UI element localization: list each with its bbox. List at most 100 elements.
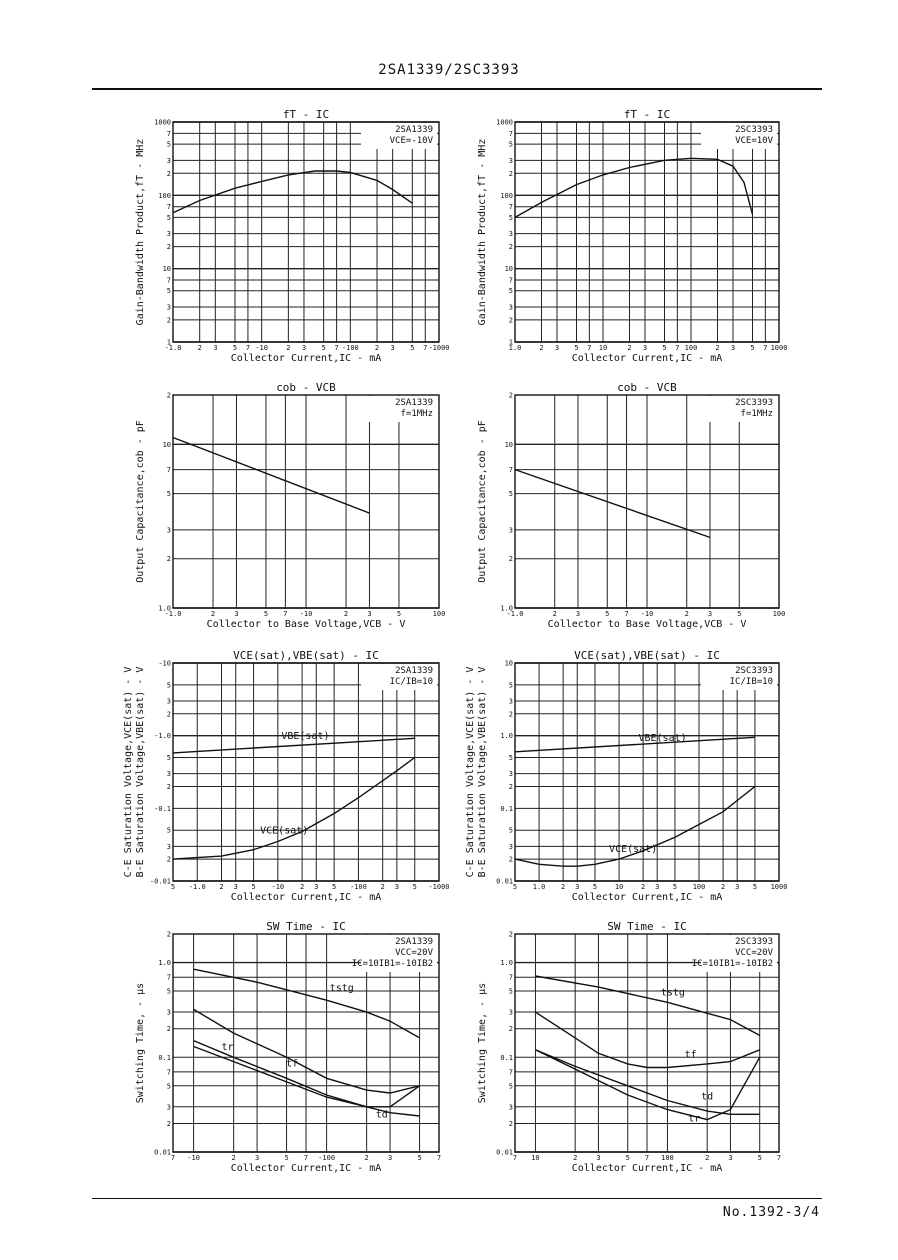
y-tick-label: 7 xyxy=(167,466,171,474)
y-tick-label: 7 xyxy=(509,130,513,138)
curve-label: tr xyxy=(688,1113,700,1124)
x-tick-label: 7 xyxy=(763,344,767,352)
x-tick-label: 3 xyxy=(735,883,739,891)
plot-frame xyxy=(172,662,440,882)
series-line xyxy=(172,436,370,514)
x-tick-label: 2 xyxy=(365,1154,369,1162)
x-tick-label: 3 xyxy=(388,1154,392,1162)
x-tick-label: 3 xyxy=(391,344,395,352)
x-tick-label: 7 xyxy=(645,1154,649,1162)
y-tick-label: -1.0 xyxy=(154,732,171,740)
chart-title: fT - IC xyxy=(624,108,670,121)
y-tick-label: 7 xyxy=(167,203,171,211)
x-tick-label: 3 xyxy=(655,883,659,891)
y-tick-label: 2 xyxy=(509,392,513,400)
y-tick-label: 2 xyxy=(509,931,513,939)
x-tick-label: 2 xyxy=(685,610,689,618)
condition-note: 2SA1339 xyxy=(395,937,433,947)
series-line xyxy=(535,1049,760,1115)
x-tick-label: 1000 xyxy=(771,344,788,352)
y-tick-label: 2 xyxy=(167,316,171,324)
y-tick-label: 5 xyxy=(167,214,171,222)
y-tick-label: 5 xyxy=(167,1082,171,1090)
x-tick-label: 2 xyxy=(641,883,645,891)
x-tick-label: 3 xyxy=(234,610,238,618)
x-tick-label: -10 xyxy=(187,1154,200,1162)
series-line xyxy=(535,1011,760,1069)
x-tick-label: 100 xyxy=(685,344,698,352)
y-tick-label: 0.1 xyxy=(500,805,513,813)
y-tick-label: 3 xyxy=(167,230,171,238)
curve-label: tstg xyxy=(330,983,354,994)
condition-note: IC/IB=10 xyxy=(390,677,433,687)
x-tick-label: 3 xyxy=(731,344,735,352)
x-tick-label: -100 xyxy=(342,344,359,352)
x-tick-label: 7 xyxy=(304,1154,308,1162)
series-line xyxy=(514,468,711,539)
curve-label: VBE(sat) xyxy=(638,733,686,744)
x-tick-label: 3 xyxy=(314,883,318,891)
x-tick-label: 2 xyxy=(219,883,223,891)
y-tick-label: 2 xyxy=(509,170,513,178)
condition-note: VCE=10V xyxy=(735,136,774,146)
y-tick-label: 1.0 xyxy=(158,605,171,613)
curve-label: tf xyxy=(286,1058,298,1069)
x-tick-label: 3 xyxy=(213,344,217,352)
x-tick-label: 5 xyxy=(233,344,237,352)
x-tick-label: 2 xyxy=(705,1154,709,1162)
x-tick-label: -100 xyxy=(350,883,367,891)
y-tick-label: -0.1 xyxy=(154,805,171,813)
chart-panel-2: 1.0 2 3 5 7 10 2 3 5 7 100 2 3 5 7 1000 1 2 3 5 7 10 2 3 5 7 100 2 3… xyxy=(477,108,787,364)
y-tick-label: 2 xyxy=(167,931,171,939)
x-tick-label: -100 xyxy=(318,1154,335,1162)
condition-note: 2SC3393 xyxy=(735,125,773,135)
y-tick-label: 10 xyxy=(505,265,513,273)
note-box xyxy=(701,123,777,149)
y-tick-label: 5 xyxy=(509,490,513,498)
condition-note: 2SC3393 xyxy=(735,398,773,408)
x-tick-label: -1.0 xyxy=(165,610,182,618)
x-tick-label: 7 xyxy=(777,1154,781,1162)
x-tick-label: 3 xyxy=(555,344,559,352)
y-tick-label: 1.0 xyxy=(500,605,513,613)
y-tick-label: 0.01 xyxy=(496,1149,513,1157)
y-tick-label: 7 xyxy=(509,466,513,474)
y-tick-label: 2 xyxy=(509,856,513,864)
condition-note: IC/IB=10 xyxy=(730,677,773,687)
x-tick-label: 10 xyxy=(531,1154,539,1162)
y-tick-label: 5 xyxy=(509,214,513,222)
x-tick-label: 3 xyxy=(643,344,647,352)
curve-label: tf xyxy=(685,1049,697,1060)
y-tick-label: 1.0 xyxy=(500,732,513,740)
y-tick-label: 1.0 xyxy=(158,959,171,967)
x-tick-label: 3 xyxy=(596,1154,600,1162)
y-axis-label: Gain-Bandwidth Product,fT - MHz xyxy=(477,139,488,326)
x-tick-label: 2 xyxy=(381,883,385,891)
condition-note: f=1MHz xyxy=(740,409,773,419)
y-tick-label: 5 xyxy=(509,1082,513,1090)
note-box xyxy=(701,664,777,690)
y-tick-label: 3 xyxy=(167,526,171,534)
y-tick-label: 2 xyxy=(167,243,171,251)
x-tick-label: 7 xyxy=(513,1154,517,1162)
y-tick-label: 2 xyxy=(509,1120,513,1128)
y-tick-label: 5 xyxy=(509,827,513,835)
x-tick-label: 2 xyxy=(553,610,557,618)
y-tick-label: 1.0 xyxy=(500,959,513,967)
chart-title: cob - VCB xyxy=(276,381,336,394)
x-tick-label: -10 xyxy=(300,610,313,618)
x-tick-label: 2 xyxy=(232,1154,236,1162)
chart-panel-1: -1.0 2 3 5 7 -10 2 3 5 7 -100 2 3 5 7 -1000123571023571… xyxy=(135,108,450,364)
series-line xyxy=(535,975,761,1037)
chart-title: SW Time - IC xyxy=(266,920,345,933)
x-tick-label: 5 xyxy=(264,610,268,618)
y-tick-label: 5 xyxy=(509,754,513,762)
y-tick-label: 3 xyxy=(509,843,513,851)
y-tick-label: 7 xyxy=(509,974,513,982)
y-tick-label: 100 xyxy=(500,192,513,200)
x-tick-label: 2 xyxy=(627,344,631,352)
x-tick-label: 3 xyxy=(234,883,238,891)
curve-label: tr xyxy=(222,1042,234,1053)
y-tick-label: 5 xyxy=(167,754,171,762)
